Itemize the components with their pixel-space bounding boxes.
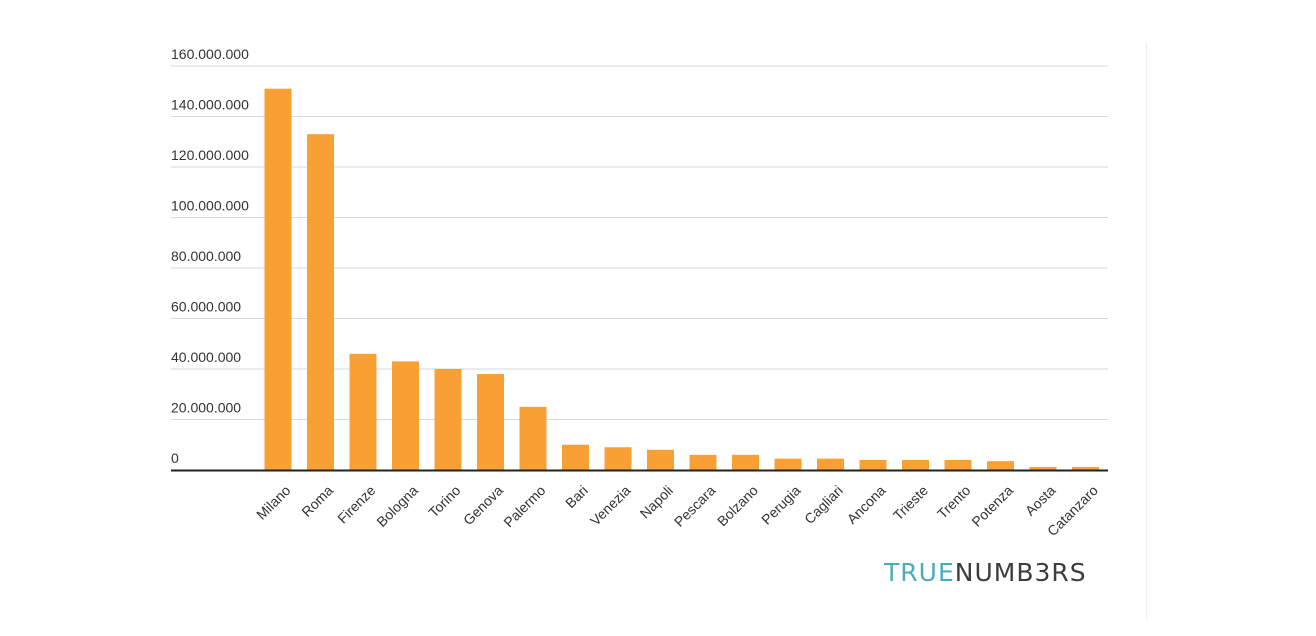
- bars: [264, 88, 1099, 471]
- brand-logo-part-true: TRUE: [884, 558, 955, 587]
- bar-milano: [264, 88, 292, 470]
- x-category-label: Torino: [425, 482, 463, 520]
- x-category-label: Milano: [253, 482, 294, 523]
- bar-pescara: [689, 454, 717, 470]
- y-tick-label: 140.000.000: [171, 97, 249, 113]
- x-category-label: Aosta: [1022, 482, 1059, 519]
- bar-napoli: [647, 449, 674, 470]
- x-category-label: Perugia: [758, 482, 804, 528]
- x-category-label: Napoli: [637, 482, 676, 521]
- x-category-label: Roma: [298, 482, 336, 520]
- x-category-label: Cagliari: [801, 482, 846, 527]
- x-category-label: Trieste: [890, 482, 931, 523]
- y-tick-label: 20.000.000: [171, 400, 241, 416]
- x-category-label: Ancona: [844, 482, 889, 527]
- bar-trento: [944, 459, 972, 470]
- x-category-label: Genova: [460, 482, 506, 528]
- x-category-label: Potenza: [968, 482, 1016, 530]
- bar-firenze: [349, 353, 377, 470]
- x-category-label: Venezia: [587, 482, 634, 529]
- panel-divider: [1146, 42, 1147, 620]
- bar-aosta: [1029, 466, 1057, 470]
- bar-bolzano: [732, 454, 759, 470]
- y-tick-label: 0: [171, 450, 179, 466]
- bar-potenza: [987, 461, 1014, 470]
- x-category-label: Bolzano: [714, 482, 761, 529]
- x-category-label: Bologna: [373, 482, 421, 530]
- y-tick-label: 40.000.000: [171, 349, 241, 365]
- x-category-label: Pescara: [671, 482, 719, 530]
- x-category-label: Firenze: [334, 482, 378, 526]
- bar-ancona: [859, 459, 887, 470]
- bar-perugia: [774, 458, 802, 470]
- bar-torino: [434, 369, 462, 470]
- bar-trieste: [902, 459, 929, 470]
- y-tick-label: 160.000.000: [171, 46, 249, 62]
- bar-genova: [477, 374, 504, 470]
- brand-logo-part-numbers: NUMB3RS: [954, 558, 1087, 587]
- bar-palermo: [519, 406, 547, 470]
- y-axis-tick-labels: 0 20.000.000 40.000.000 60.000.000 80.000.00…: [171, 46, 249, 466]
- x-category-label: Trento: [934, 482, 974, 522]
- bar-catanzaro: [1072, 466, 1099, 470]
- bar-bologna: [392, 361, 419, 470]
- bar-venezia: [604, 447, 632, 470]
- x-category-label: Bari: [562, 482, 591, 511]
- x-category-label: Palermo: [500, 482, 548, 530]
- y-tick-label: 80.000.000: [171, 248, 241, 264]
- y-tick-label: 60.000.000: [171, 299, 241, 315]
- brand-logo: TRUENUMB3RS: [884, 558, 1087, 587]
- bar-bari: [562, 444, 589, 470]
- y-tick-label: 100.000.000: [171, 198, 249, 214]
- bar-roma: [307, 134, 334, 471]
- bar-cagliari: [817, 458, 844, 470]
- y-tick-label: 120.000.000: [171, 147, 249, 163]
